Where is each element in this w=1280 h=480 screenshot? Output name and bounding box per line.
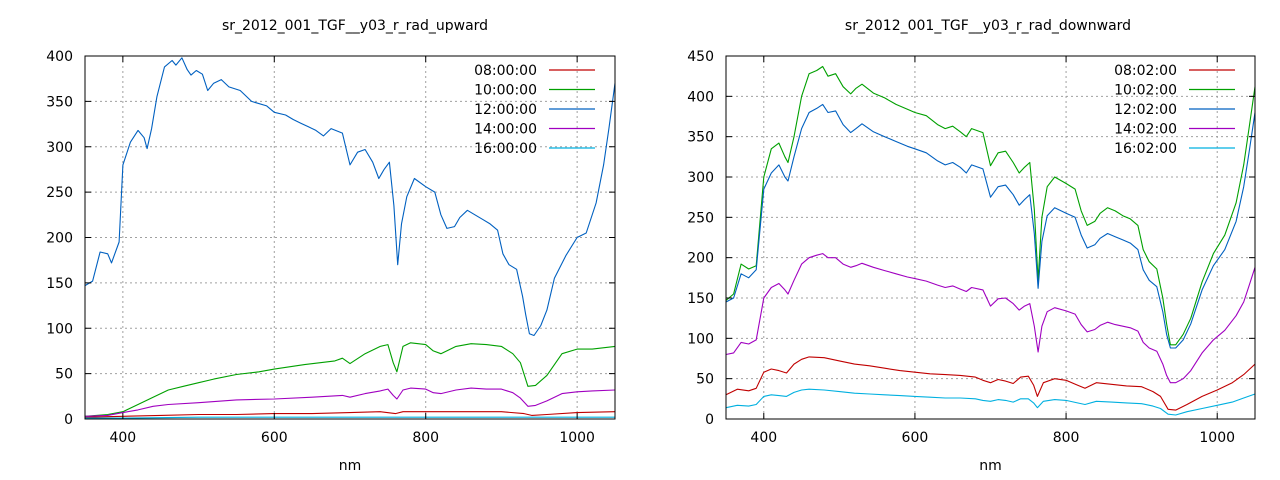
y-tick-label: 350: [687, 130, 714, 146]
y-tick-label: 250: [687, 210, 714, 226]
chart-title: sr_2012_001_TGF__y03_r_rad_downward: [845, 18, 1131, 34]
legend: 08:02:00 10:02:00 12:02:00 14:02:00 16:02:00: [1114, 63, 1235, 157]
series-line-12-00-00: [84, 57, 616, 337]
x-tick-label: 600: [902, 430, 929, 446]
legend-label: 08:00:00: [474, 63, 537, 79]
legend-label: 10:02:00: [1114, 83, 1177, 99]
y-tick-label: 50: [55, 367, 73, 383]
y-tick-label: 50: [696, 372, 714, 388]
legend-label: 12:00:00: [474, 102, 537, 118]
legend: 08:00:00 10:00:00 12:00:00 14:00:00 16:00:00: [474, 63, 595, 157]
x-tick-label: 800: [1053, 430, 1080, 446]
series-line-12-02-00: [725, 103, 1256, 349]
series-line-16-02-00: [725, 388, 1256, 416]
series-line-16-00-00: [85, 416, 615, 419]
x-axis-label: nm: [979, 458, 1002, 474]
y-tick-label: 0: [705, 412, 714, 428]
series-line-10-02-00: [725, 65, 1256, 346]
legend-label: 16:00:00: [474, 141, 537, 157]
legend-label: 14:00:00: [474, 122, 537, 138]
x-tick-label: 1000: [1199, 430, 1235, 446]
x-axis-label: nm: [339, 458, 362, 474]
y-tick-label: 100: [46, 321, 73, 337]
y-tick-label: 300: [687, 170, 714, 186]
chart-panel-1: sr_2012_001_TGF__y03_r_rad_upward 400 600 8…: [46, 18, 616, 474]
y-tick-label: 250: [46, 185, 73, 201]
chart-title: sr_2012_001_TGF__y03_r_rad_upward: [222, 18, 488, 34]
legend-label: 12:02:00: [1114, 102, 1177, 118]
plot-frame: [725, 55, 1256, 420]
y-tick-label: 350: [46, 94, 73, 110]
x-tick-label: 400: [109, 430, 136, 446]
chart-panel-2: sr_2012_001_TGF__y03_r_rad_downward 400 60…: [687, 18, 1256, 474]
y-tick-label: 150: [687, 291, 714, 307]
legend-label: 14:02:00: [1114, 122, 1177, 138]
series-line-14-00-00: [84, 387, 616, 417]
y-tick-label: 300: [46, 140, 73, 156]
y-tick-label: 400: [46, 49, 73, 65]
legend-label: 10:00:00: [474, 83, 537, 99]
series-line-10-00-00: [84, 342, 616, 417]
legend-label: 16:02:00: [1114, 141, 1177, 157]
y-tick-label: 200: [687, 251, 714, 267]
y-tick-label: 200: [46, 231, 73, 247]
x-tick-label: 600: [261, 430, 288, 446]
y-tick-label: 100: [687, 331, 714, 347]
y-tick-label: 450: [687, 49, 714, 65]
x-tick-label: 1000: [559, 430, 595, 446]
x-tick-label: 400: [750, 430, 777, 446]
x-tick-label: 800: [412, 430, 439, 446]
series-line-14-02-00: [725, 253, 1256, 384]
y-tick-label: 0: [64, 412, 73, 428]
y-tick-label: 150: [46, 276, 73, 292]
series-line-08-00-00: [84, 411, 616, 418]
y-tick-label: 400: [687, 89, 714, 105]
series-line-08-02-00: [725, 356, 1256, 411]
legend-label: 08:02:00: [1114, 63, 1177, 79]
